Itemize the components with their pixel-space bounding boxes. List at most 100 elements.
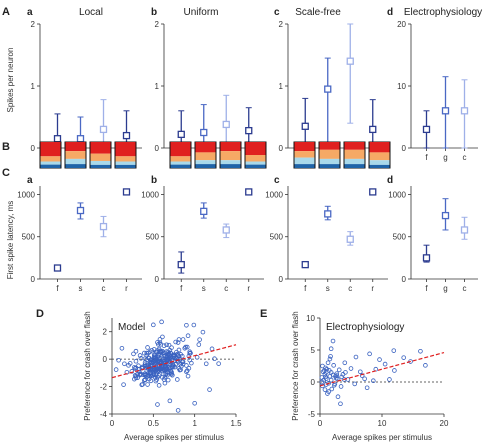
a-d-mean-marker-2 — [460, 107, 469, 115]
scatter-e-point-53 — [377, 357, 382, 362]
scatter-d-point-172 — [168, 362, 173, 367]
stack-segment-0-2-2 — [90, 160, 111, 165]
stack-segment-1-3-2 — [245, 161, 266, 165]
scatter-d-point-12 — [160, 334, 165, 340]
scatter-d-point-292 — [166, 350, 172, 356]
scatter-d-point-316 — [192, 401, 197, 406]
scatter-d-point-298 — [207, 387, 212, 392]
stack-segment-1-1-2 — [195, 160, 216, 165]
scatter-d-point-174 — [155, 342, 161, 347]
c-d-ytick-label-1: 500 — [393, 233, 407, 242]
c-a-xtick-label-3: r — [125, 284, 128, 293]
stack-segment-2-2-1 — [344, 149, 365, 159]
scatter-e-point-12 — [339, 374, 345, 380]
c-d-ytick-label-2: 1000 — [388, 190, 406, 199]
a-b-mean-marker-3 — [245, 126, 253, 135]
c-d-ytick-label-0: 0 — [402, 275, 407, 284]
scatter-d-regression-line — [111, 344, 237, 379]
scatter-d-point-277 — [170, 372, 175, 378]
scatter-d-point-133 — [189, 360, 194, 366]
a-b-mean-marker-2 — [222, 120, 230, 129]
c-b-ytick-label-0: 0 — [155, 275, 160, 284]
stack-segment-2-3-1 — [369, 152, 390, 161]
scatter-e-point-37 — [328, 354, 333, 359]
scatter-d-xtick-label-3: 1.5 — [230, 419, 242, 428]
c-c-xtick-label-3: r — [371, 284, 374, 293]
scatter-e-point-42 — [327, 356, 333, 362]
scatter-d-ylabel: Preference for crash over flash — [83, 311, 92, 420]
scatter-e-point-38 — [322, 387, 328, 392]
scatter-e-point-60 — [423, 363, 428, 368]
scatter-d-xtick-label-0: 0 — [110, 419, 115, 428]
a-d-mean-marker-1 — [441, 107, 450, 115]
scatter-e-point-31 — [325, 391, 330, 396]
scatter-d-xtick-label-1: 0.5 — [148, 419, 160, 428]
scatter-d-point-252 — [132, 365, 137, 370]
scatter-e-point-57 — [401, 355, 407, 360]
row-c-ylabel: First spike latency, ms — [6, 201, 15, 280]
a-b-ytick-label-0: 0 — [155, 144, 160, 153]
stack-segment-2-2-3 — [344, 164, 365, 168]
stack-segment-2-3-2 — [369, 160, 390, 165]
panel-label-b: B — [2, 141, 10, 153]
scatter-e-point-64 — [371, 378, 376, 384]
scatter-d-point-291 — [150, 367, 155, 373]
scatter-e-point-56 — [392, 368, 397, 373]
stack-segment-1-0-1 — [170, 156, 191, 162]
c-a-mean-marker-0 — [53, 264, 62, 272]
scatter-d-point-108 — [129, 369, 135, 374]
a-a-ytick-label-2: 2 — [31, 20, 36, 29]
c-d-mean-marker-2 — [460, 226, 469, 234]
scatter-e-point-33 — [320, 363, 325, 369]
scatter-d-point-30 — [133, 348, 139, 354]
scatter-d-point-209 — [146, 370, 151, 376]
c-c-ytick-label-2: 1000 — [265, 190, 283, 199]
c-b-xtick-label-0: f — [180, 284, 183, 293]
sub-label-c-c: c — [274, 175, 280, 186]
stack-segment-2-1-2 — [319, 158, 340, 165]
scatter-d-point-293 — [157, 366, 163, 372]
scatter-d-point-50 — [182, 346, 188, 351]
scatter-e-point-25 — [333, 373, 338, 379]
sub-label-a-c: c — [274, 7, 280, 18]
stack-segment-0-0-2 — [40, 161, 61, 165]
stack-segment-1-0-3 — [170, 164, 191, 168]
stack-segment-1-1-0 — [195, 142, 216, 153]
scatter-e-ytick-label-1: 0 — [311, 378, 316, 387]
panel-label-a: A — [2, 6, 10, 18]
scatter-d-point-304 — [216, 361, 221, 366]
stack-segment-0-0-3 — [40, 164, 61, 168]
stack-segment-0-2-0 — [90, 142, 111, 154]
scatter-d-point-197 — [154, 377, 159, 382]
scatter-d-point-102 — [185, 333, 191, 338]
stack-segment-0-2-3 — [90, 164, 111, 168]
a-d-xtick-label-1: g — [443, 153, 447, 162]
scatter-d-point-315 — [184, 322, 189, 328]
stack-segment-2-2-0 — [344, 142, 365, 150]
scatter-d-point-55 — [175, 340, 181, 345]
stack-segment-2-3-0 — [369, 142, 390, 153]
a-c-ytick-label-1: 1 — [279, 82, 284, 91]
scatter-d-point-191 — [170, 353, 176, 359]
stack-segment-1-3-3 — [245, 164, 266, 168]
scatter-d-ytick-label-1: -2 — [100, 383, 108, 392]
scatter-d-point-155 — [135, 371, 140, 377]
scatter-d-point-124 — [184, 344, 190, 350]
scatter-e-point-32 — [323, 374, 328, 380]
stack-segment-0-1-3 — [65, 164, 86, 168]
stack-segment-2-0-2 — [294, 157, 315, 165]
a-b-mean-marker-1 — [200, 128, 208, 137]
scatter-d-ytick-label-0: -4 — [100, 410, 108, 419]
stack-segment-1-2-3 — [220, 164, 241, 168]
scatter-e-point-40 — [328, 346, 334, 352]
scatter-e-point-23 — [320, 369, 326, 375]
scatter-d-point-53 — [157, 337, 163, 342]
scatter-d-point-290 — [176, 347, 182, 353]
a-d-mean-marker-0 — [422, 125, 431, 134]
scatter-d-point-247 — [160, 375, 165, 380]
scatter-d-point-235 — [177, 367, 183, 373]
scatter-d-point-159 — [157, 371, 163, 377]
scatter-e-point-18 — [340, 372, 346, 377]
a-a-ytick-label-1: 1 — [31, 82, 36, 91]
stack-segment-2-1-3 — [319, 164, 340, 168]
